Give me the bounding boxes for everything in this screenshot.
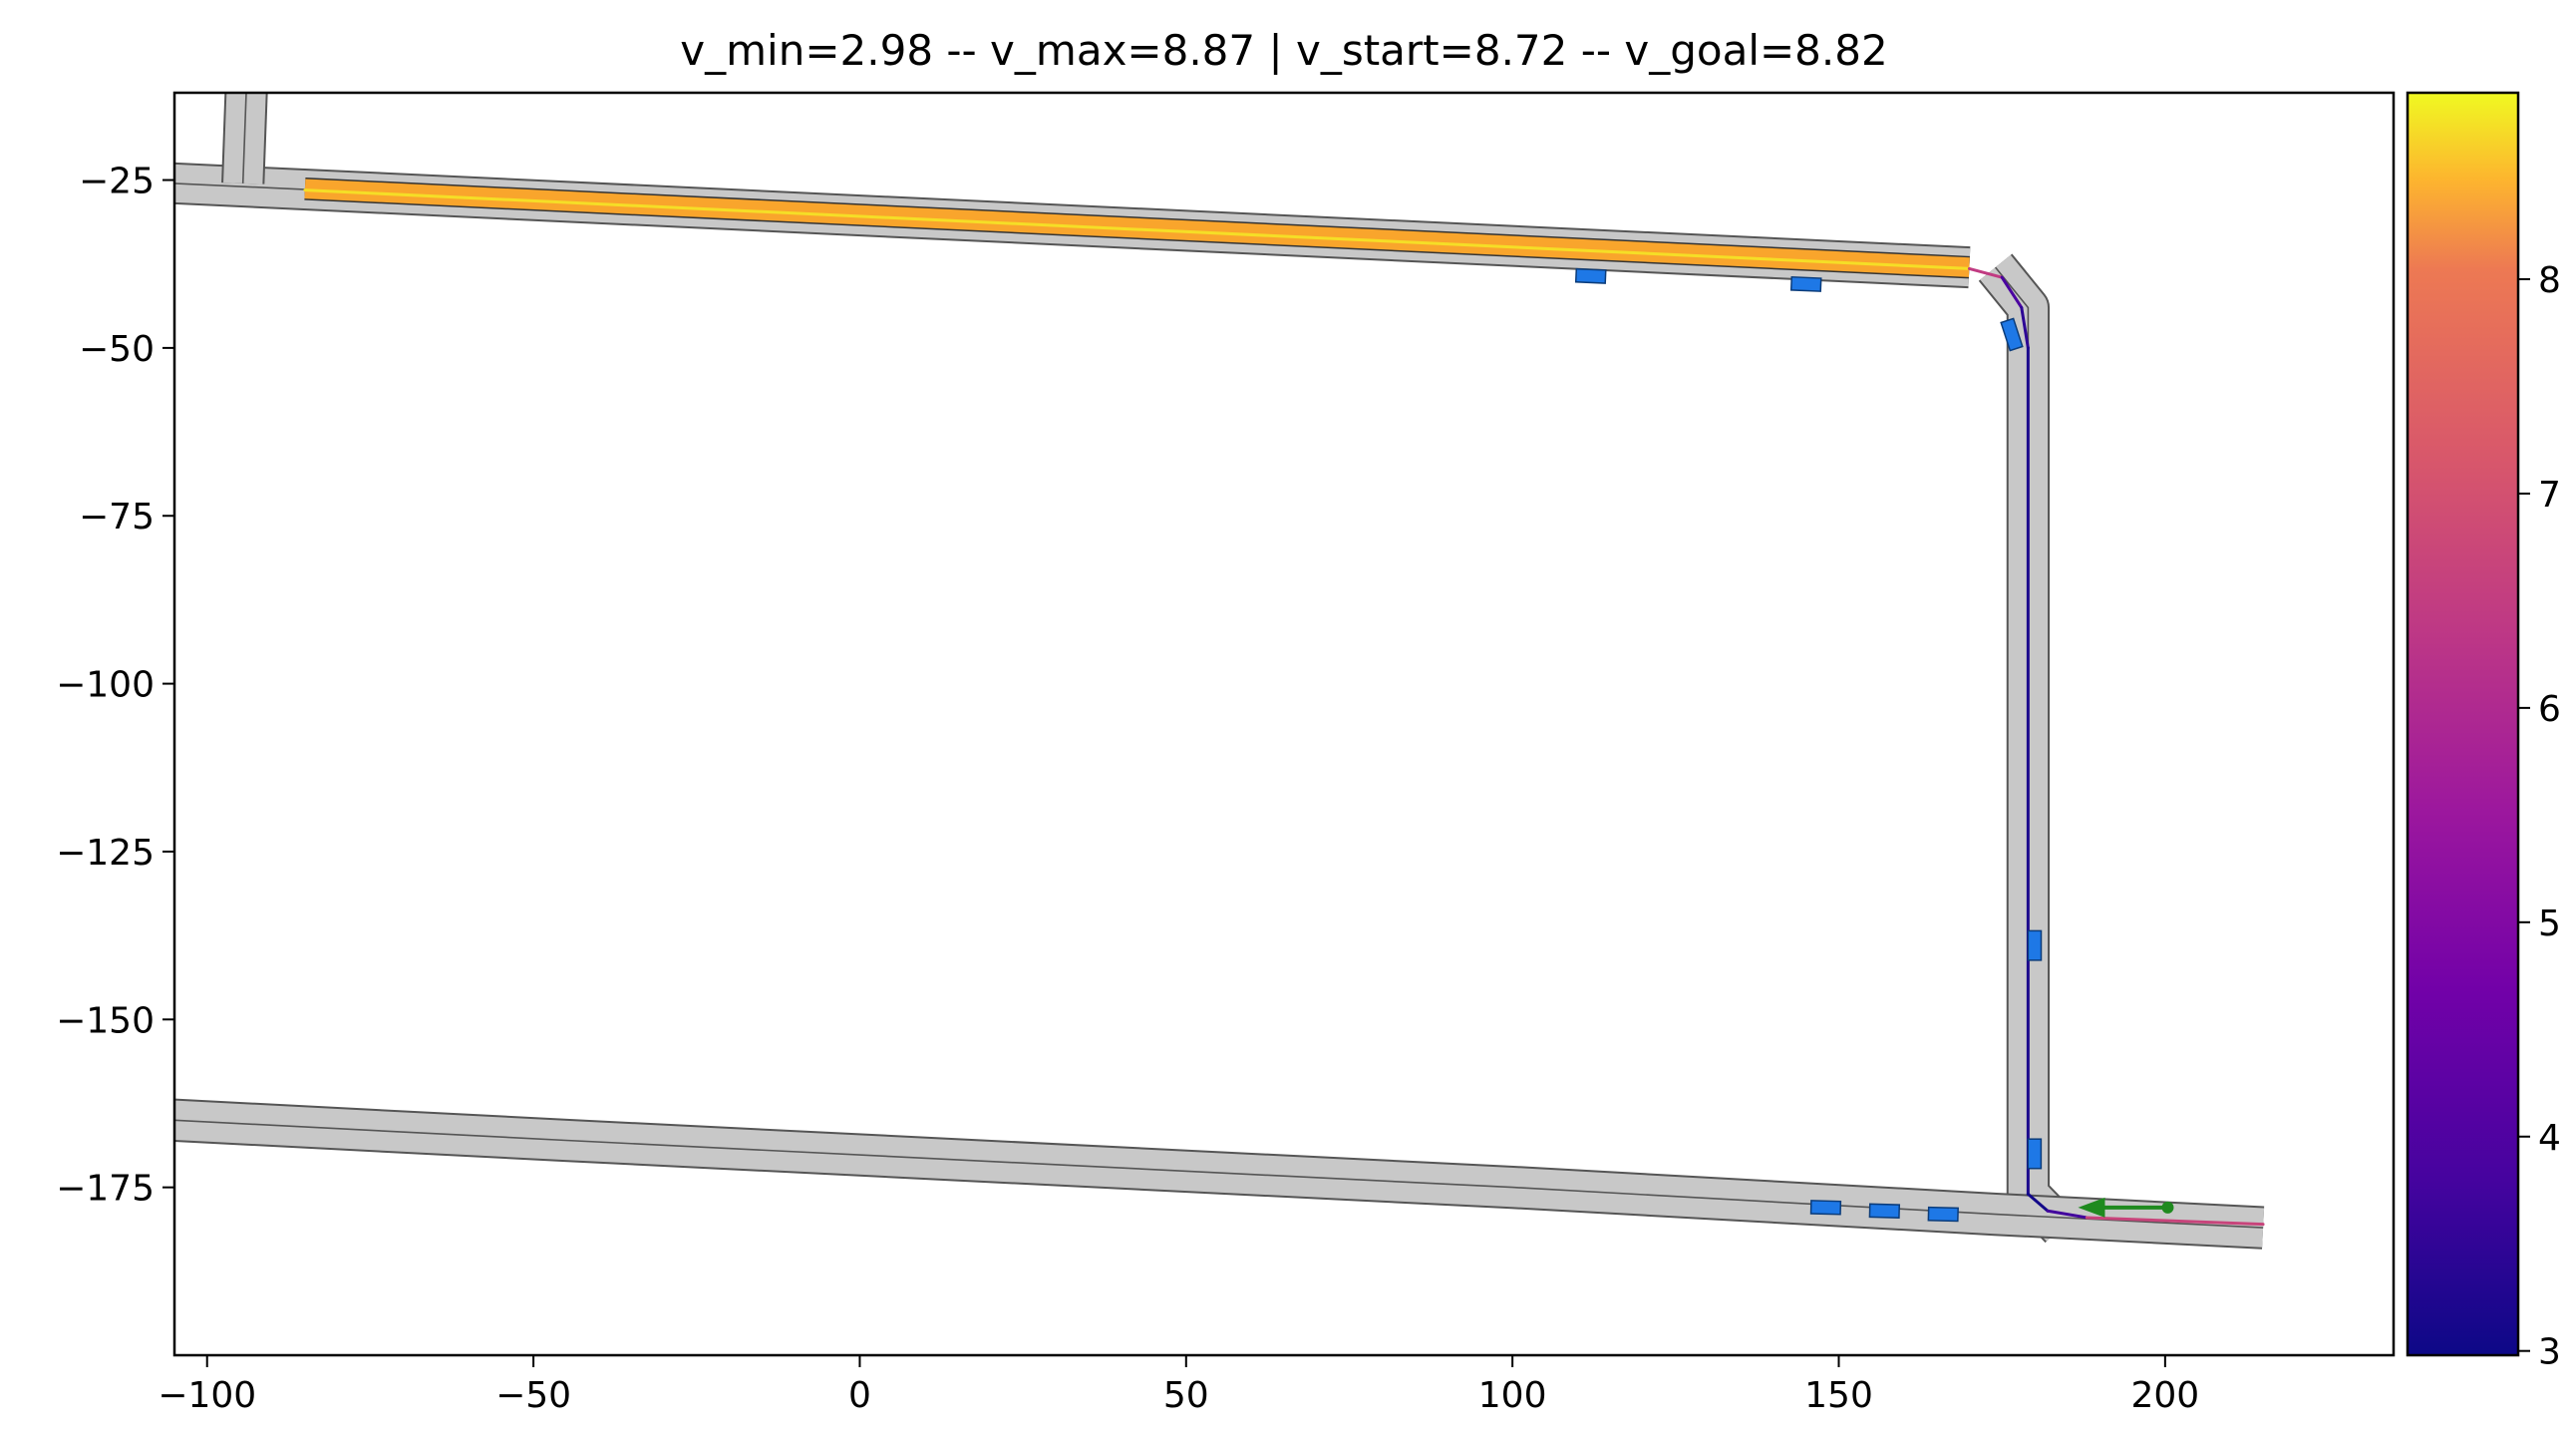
trajectory-segment bbox=[2026, 1192, 2050, 1213]
colorbar-tick-label: 4 bbox=[2538, 1118, 2561, 1159]
y-tick-label: −100 bbox=[56, 665, 155, 706]
trajectory-segment bbox=[2000, 275, 2024, 309]
trajectory-segment bbox=[2046, 1209, 2089, 1220]
colorbar-gradient bbox=[2408, 93, 2518, 1355]
goal-marker bbox=[2078, 1197, 2174, 1218]
goal-point bbox=[2161, 1201, 2174, 1214]
x-tick-label: 100 bbox=[1478, 1375, 1547, 1416]
trajectory-segment bbox=[1967, 266, 2004, 279]
colorbar-tick-label: 6 bbox=[2538, 689, 2561, 730]
colorbar-tick-label: 5 bbox=[2538, 903, 2561, 944]
x-tick-label: 200 bbox=[2130, 1375, 2199, 1416]
colorbar-tick-label: 7 bbox=[2538, 475, 2561, 516]
y-axis: −25 −50 −75 −100 −125 −150 −175 bbox=[56, 162, 174, 1210]
trajectory-segment bbox=[2085, 1216, 2265, 1227]
colorbar-ticks: 3 4 5 6 7 8 bbox=[2518, 260, 2561, 1373]
vehicle bbox=[1927, 1206, 1959, 1223]
vehicle bbox=[2000, 317, 2024, 352]
y-tick-label: −150 bbox=[56, 1000, 155, 1041]
planned-trajectory bbox=[303, 188, 2265, 1227]
x-tick-label: −100 bbox=[158, 1375, 256, 1416]
colorbar: 3 4 5 6 7 8 bbox=[2406, 91, 2561, 1373]
x-tick-label: 150 bbox=[1804, 1375, 1873, 1416]
trajectory-segment bbox=[303, 188, 1971, 270]
y-tick-label: −75 bbox=[79, 497, 155, 538]
y-tick-label: −25 bbox=[79, 162, 155, 202]
x-tick-label: 0 bbox=[848, 1375, 871, 1416]
trajectory-segment bbox=[2020, 305, 2030, 350]
vehicle bbox=[1809, 1200, 1842, 1216]
x-axis: −100 −50 0 50 100 150 200 bbox=[158, 1355, 2199, 1416]
vehicle bbox=[2027, 929, 2043, 961]
colorbar-tick-label: 3 bbox=[2538, 1332, 2561, 1373]
plot-frame bbox=[172, 91, 2396, 1357]
y-tick-label: −175 bbox=[56, 1169, 155, 1210]
x-tick-label: −50 bbox=[495, 1375, 571, 1416]
plot-area: −100 −50 0 50 100 150 200 −25 −50 −75 −100 −125 −15… bbox=[56, 91, 2396, 1416]
y-tick-label: −50 bbox=[79, 329, 155, 370]
colorbar-tick-label: 8 bbox=[2538, 260, 2561, 301]
goal-arrow-head bbox=[2078, 1197, 2105, 1218]
y-tick-label: −125 bbox=[56, 833, 155, 874]
vehicles bbox=[1574, 267, 2043, 1223]
vehicle bbox=[1789, 275, 1822, 292]
bottom-road-centerline bbox=[174, 1119, 2264, 1229]
vehicle bbox=[1868, 1203, 1901, 1219]
colorbar-frame bbox=[2406, 91, 2520, 1357]
vehicle bbox=[1574, 267, 1607, 284]
x-tick-label: 50 bbox=[1163, 1375, 1209, 1416]
vehicle bbox=[2027, 1138, 2043, 1170]
chart-title: v_min=2.98 -- v_max=8.87 | v_start=8.72 … bbox=[680, 26, 1887, 75]
top-left-vertical-centerline bbox=[241, 93, 247, 183]
